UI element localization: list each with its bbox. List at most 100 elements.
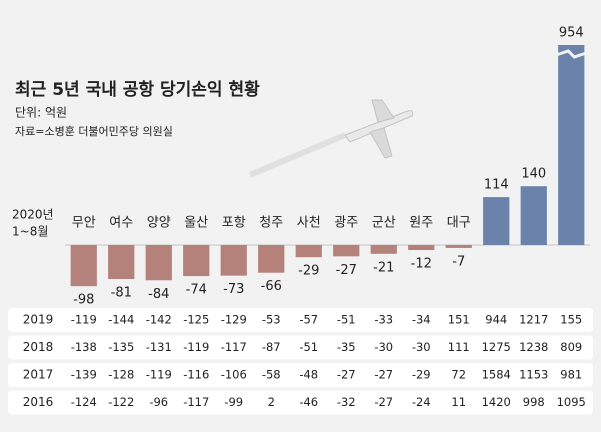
table-cell: 998	[523, 395, 545, 409]
table-cell: 72	[451, 368, 466, 382]
bar	[220, 245, 247, 276]
table-cell: -135	[108, 340, 134, 354]
table-row	[8, 390, 593, 415]
source: 자료=소병훈 더불어민주당 의원실	[15, 125, 173, 138]
axis-break	[555, 49, 587, 59]
table-cell: -116	[183, 368, 209, 382]
x-tick-label: 청주	[259, 216, 283, 231]
x-tick-label: 대구	[447, 216, 471, 231]
table-cell: -27	[337, 368, 356, 382]
table-cell: -30	[412, 340, 431, 354]
table-cell: 1095	[557, 395, 586, 409]
bar	[445, 245, 472, 248]
x-tick-label: 광주	[334, 216, 358, 231]
table-cell: -144	[108, 313, 134, 327]
x-tick-label: 양양	[147, 216, 171, 231]
x-tick-label: 무안	[72, 216, 96, 231]
table-cell: 1420	[482, 395, 511, 409]
value-label: -81	[111, 286, 132, 301]
table-cell: 1153	[519, 368, 548, 382]
table-cell: -48	[299, 368, 318, 382]
table-cell: 11	[451, 395, 466, 409]
table-cell: 1217	[519, 313, 548, 327]
x-tick-label: 사천	[297, 216, 321, 231]
table-cell: -99	[224, 395, 243, 409]
table-cell: 1584	[482, 368, 511, 382]
table-cell: -138	[71, 340, 97, 354]
value-label: -74	[186, 283, 207, 298]
row-label: 2018	[23, 340, 54, 354]
row-label: 2016	[23, 395, 54, 409]
bar	[295, 245, 322, 258]
table-cell: -51	[337, 313, 356, 327]
value-label: 140	[521, 167, 546, 182]
table-cell: 981	[560, 368, 582, 382]
table-cell: -46	[299, 395, 318, 409]
x-tick-label: 여수	[109, 216, 133, 231]
table-cell: -122	[108, 395, 134, 409]
x-tick-label: 울산	[184, 216, 208, 231]
bar	[145, 245, 172, 281]
table-cell: -53	[262, 313, 281, 327]
table-cell: 1238	[519, 340, 548, 354]
table-cell: 2	[268, 395, 275, 409]
table-cell: -117	[183, 395, 209, 409]
table-cell: -29	[412, 368, 431, 382]
table-cell: -117	[221, 340, 247, 354]
value-label: 114	[484, 178, 509, 193]
table-cell: -35	[337, 340, 356, 354]
table-cell: 155	[560, 313, 582, 327]
x-tick-label: 포항	[222, 216, 246, 231]
x-tick-label: 군산	[372, 216, 396, 231]
value-label: -98	[73, 293, 94, 308]
bar	[520, 186, 547, 245]
value-label: -12	[411, 257, 432, 272]
table-cell: -106	[221, 368, 247, 382]
value-label: -27	[336, 263, 357, 278]
table-cell: 944	[485, 313, 507, 327]
bar	[108, 245, 135, 280]
table-cell: -27	[374, 395, 393, 409]
table-row	[8, 308, 593, 332]
value-label: -21	[373, 260, 394, 275]
table-cell: -33	[374, 313, 393, 327]
table-cell: -34	[412, 313, 431, 327]
row-label: 2017	[23, 368, 54, 382]
period-label: 2020년	[12, 208, 54, 222]
table-cell: -57	[299, 313, 318, 327]
fuselage	[344, 110, 414, 143]
table-cell: -87	[262, 340, 281, 354]
table-cell: -128	[108, 368, 134, 382]
value-label: -66	[261, 279, 282, 294]
bar	[408, 245, 435, 251]
table-cell: -142	[146, 313, 172, 327]
table-cell: -119	[146, 368, 172, 382]
table-cell: -129	[221, 313, 247, 327]
table-cell: -58	[262, 368, 281, 382]
contrail	[248, 132, 347, 178]
subtitle: 단위: 억원	[15, 106, 67, 120]
bar	[370, 245, 397, 254]
table-cell: -119	[183, 340, 209, 354]
table-cell: -125	[183, 313, 209, 327]
table-cell: 111	[448, 340, 470, 354]
table-row	[8, 363, 593, 387]
bar	[183, 245, 210, 277]
value-label: -73	[223, 282, 244, 297]
table-cell: -131	[146, 340, 172, 354]
bar	[483, 197, 510, 245]
table-cell: -30	[374, 340, 393, 354]
chart-title: 최근 5년 국내 공항 당기손익 현황	[15, 79, 260, 100]
value-label: 954	[559, 26, 584, 41]
table-cell: 809	[560, 340, 582, 354]
table-cell: 151	[448, 313, 470, 327]
value-label: -84	[148, 287, 169, 302]
wing	[369, 99, 395, 159]
table-cell: -51	[299, 340, 318, 354]
table-cell: -139	[71, 368, 97, 382]
table-cell: -124	[71, 395, 97, 409]
table-cell: -119	[71, 313, 97, 327]
x-tick-label: 원주	[409, 216, 433, 231]
bar	[258, 245, 285, 273]
